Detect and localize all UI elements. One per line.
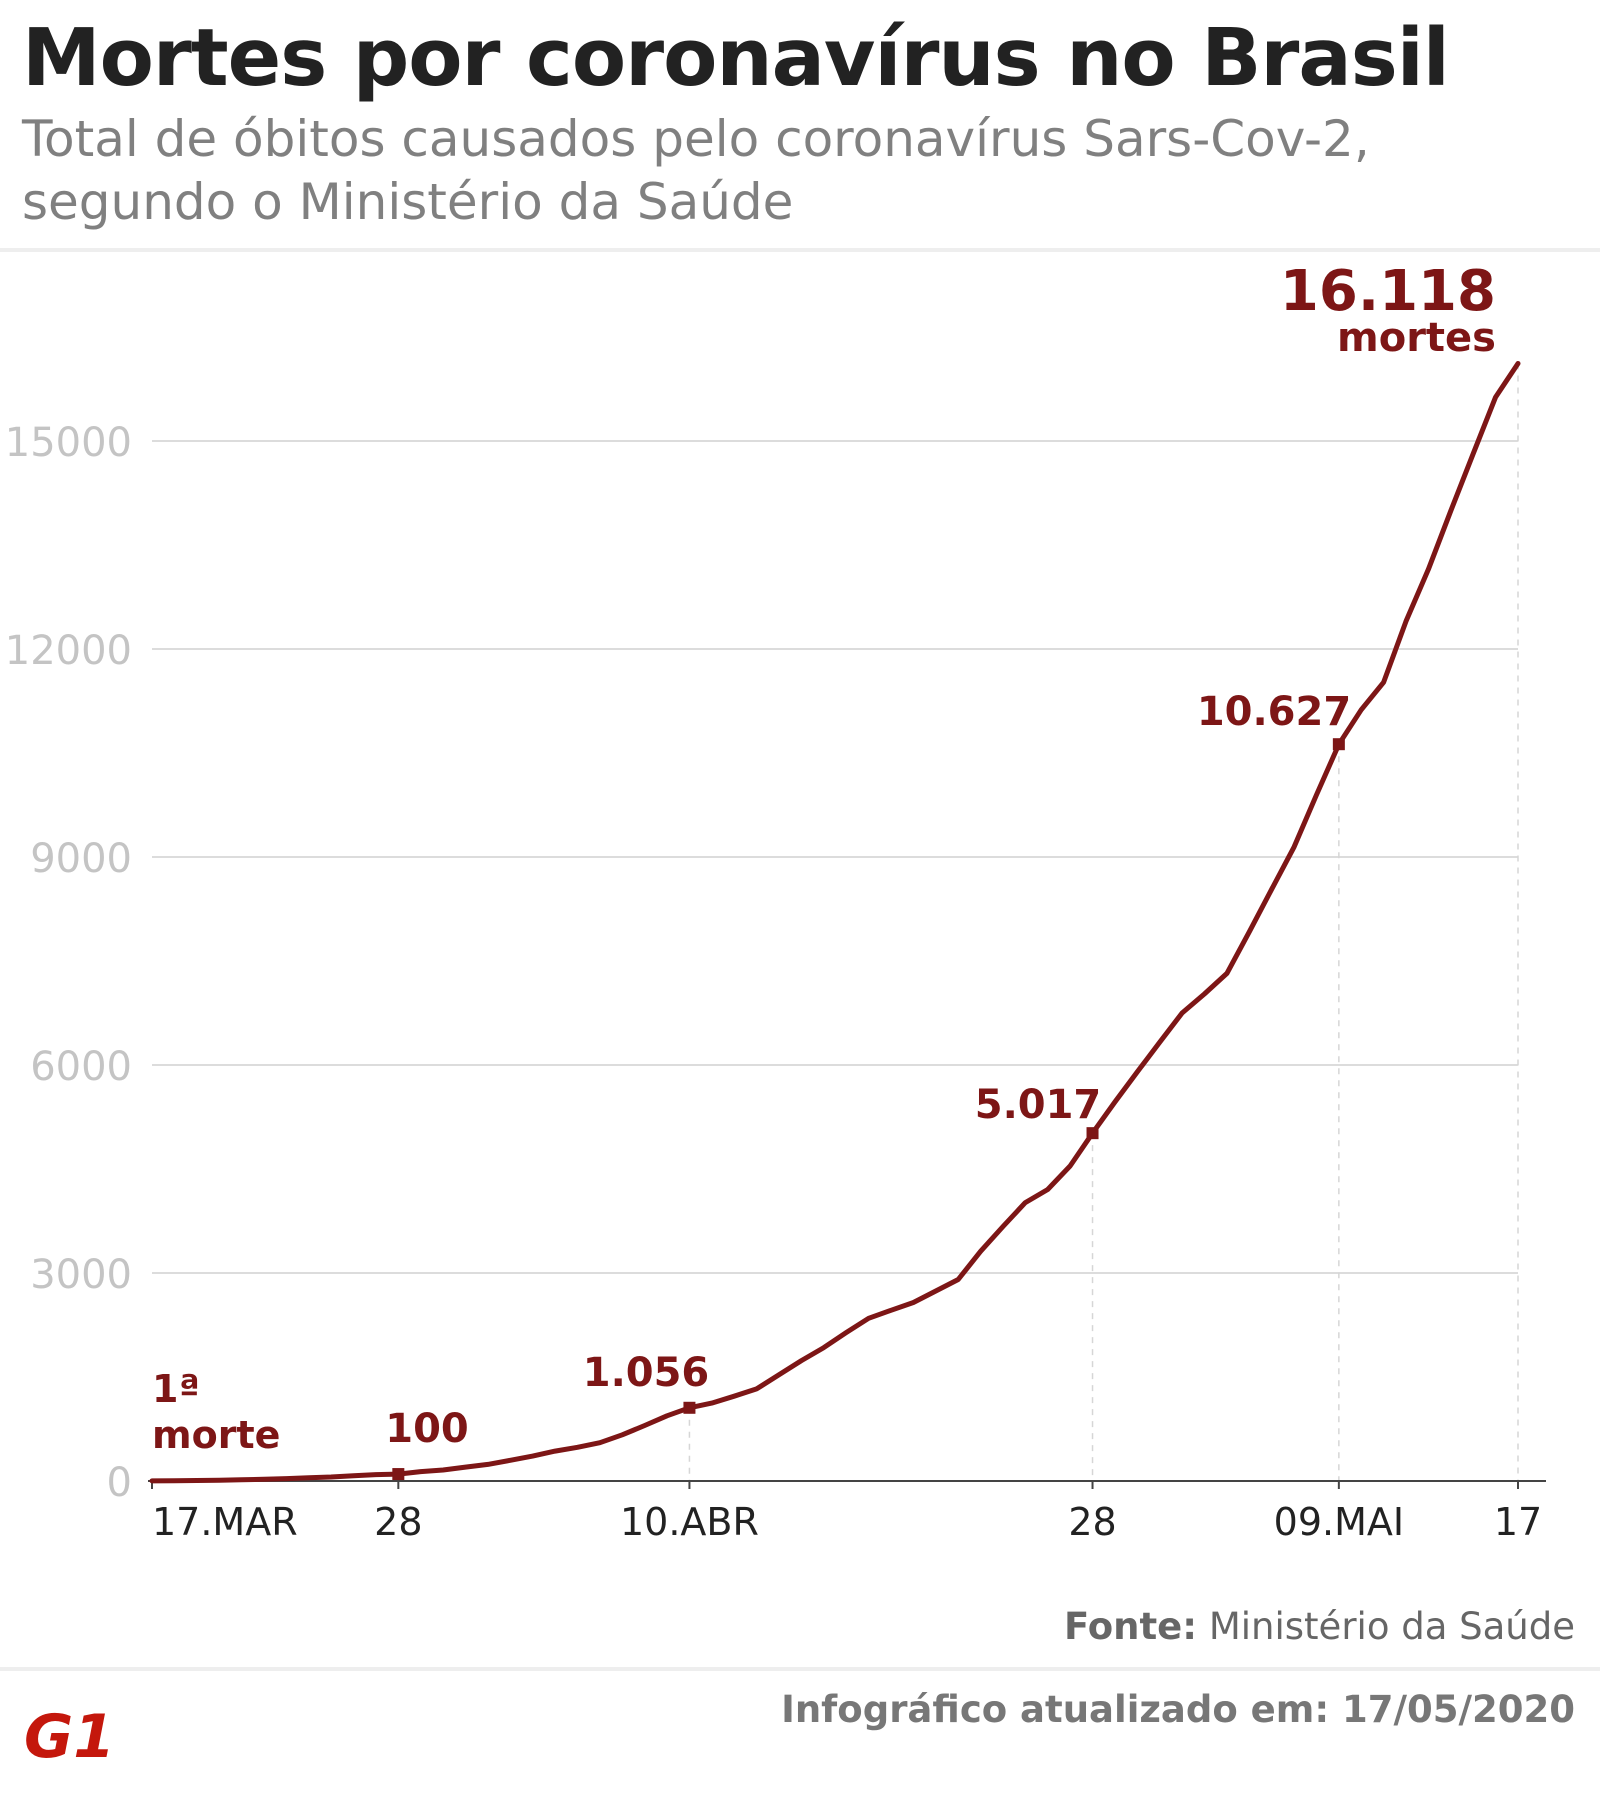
annotation-100: 100	[385, 1406, 469, 1452]
chart-subtitle: Total de óbitos causados pelo coronavíru…	[22, 110, 1370, 231]
source-label: Fonte:	[1063, 1605, 1198, 1648]
y-tick-label-6000: 6000	[30, 1044, 132, 1090]
deaths-series-line	[149, 361, 1521, 1484]
x-tick-label-4: 09.MAI	[1274, 1500, 1404, 1544]
y-tick-label-9000: 9000	[30, 836, 132, 882]
marker-28-04	[1086, 1127, 1099, 1140]
line-chart: 0 3000 6000 9000 12000 15000 17.MAR 28 10.ABR 28…	[5, 260, 1546, 1544]
chart-title: Mortes por coronavírus no Brasil	[22, 12, 1450, 104]
g1-logo: G1	[24, 1705, 115, 1761]
source-value: Ministério da Saúde	[1208, 1605, 1575, 1648]
x-tick-label-2: 10.ABR	[620, 1500, 759, 1544]
x-tick-label-1: 28	[374, 1500, 422, 1544]
annotation-first-death-line2: morte	[152, 1413, 280, 1457]
footer-divider	[0, 1667, 1600, 1671]
annotation-5017: 5.017	[975, 1082, 1102, 1128]
y-tick-labels: 0 3000 6000 9000 12000 15000	[5, 420, 132, 1506]
annotation-first-death-line1: 1ª	[152, 1367, 200, 1411]
x-tick-label-3: 28	[1068, 1500, 1116, 1544]
g1-logo-text: G1	[24, 1705, 115, 1761]
grid-layer	[152, 440, 1518, 1274]
guide-lines	[397, 363, 1519, 1481]
header-divider	[0, 248, 1600, 252]
data-markers	[392, 738, 1345, 1481]
y-tick-label-15000: 15000	[5, 420, 132, 466]
x-tick-label-5: 17	[1494, 1500, 1542, 1544]
x-tick-labels: 17.MAR 28 10.ABR 28 09.MAI 17	[151, 1481, 1542, 1544]
annotation-final-unit: mortes	[1337, 315, 1496, 361]
annotation-final-value: 16.118	[1280, 260, 1496, 324]
marker-09-05	[1332, 738, 1345, 751]
updated-note: Infográfico atualizado em: 17/05/2020	[781, 1688, 1575, 1731]
source-note: Fonte: Ministério da Saúde	[1064, 1605, 1575, 1648]
marker-10-04	[683, 1401, 696, 1414]
x-tick-label-0: 17.MAR	[152, 1500, 298, 1544]
marker-28-03	[392, 1468, 405, 1481]
y-tick-label-3000: 3000	[30, 1252, 132, 1298]
y-tick-label-12000: 12000	[5, 628, 132, 674]
y-tick-label-0: 0	[107, 1460, 132, 1506]
annotation-1056: 1.056	[583, 1350, 710, 1396]
annotation-10627: 10.627	[1197, 689, 1351, 735]
